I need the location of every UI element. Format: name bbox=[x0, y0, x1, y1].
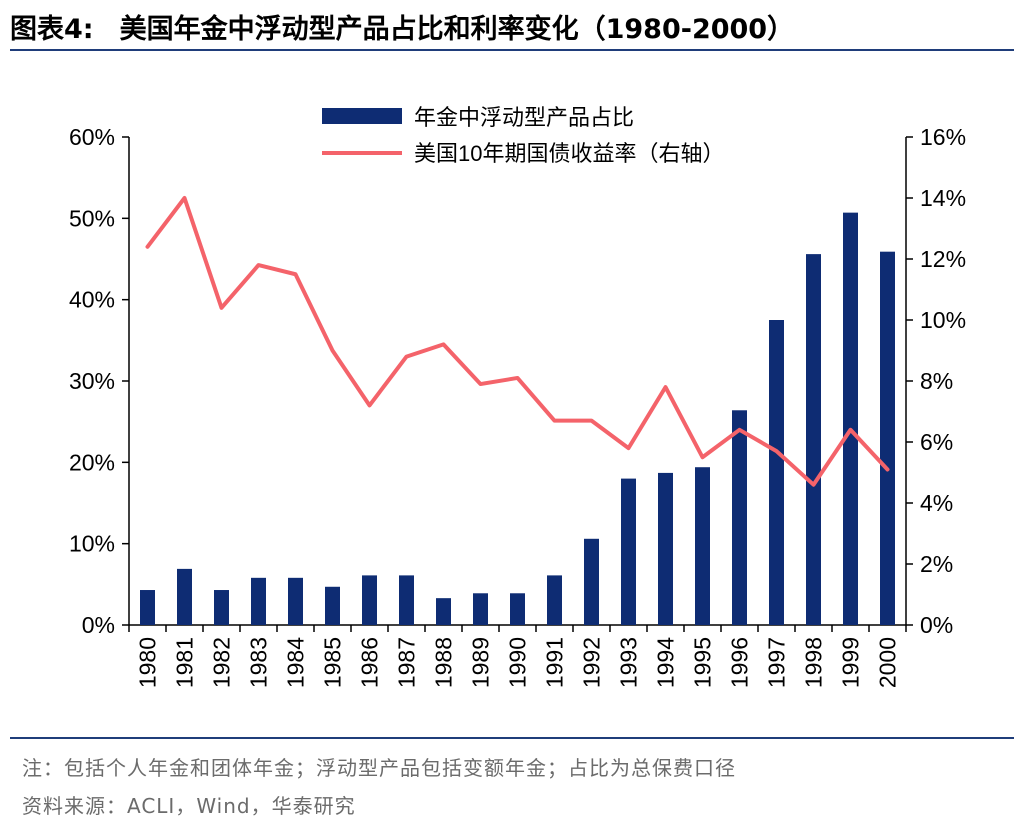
bar bbox=[732, 410, 747, 625]
bar bbox=[177, 568, 192, 625]
combo-chart: 0% 10% 20% 30% 40% 50% 60% 0% 2% 4% 6% 8% 10% 12% 14% 1… bbox=[69, 105, 966, 688]
yield-line bbox=[145, 196, 890, 487]
bar bbox=[362, 575, 377, 625]
x-tick-label: 1998 bbox=[801, 637, 827, 688]
left-tick-label: 30% bbox=[69, 368, 115, 394]
right-tick-label: 8% bbox=[920, 368, 953, 394]
x-tick-label: 1996 bbox=[727, 637, 753, 688]
x-tick-label: 1987 bbox=[394, 637, 420, 688]
x-tick-label: 1980 bbox=[135, 637, 161, 688]
right-tick-label: 10% bbox=[920, 307, 966, 333]
x-tick-label: 2000 bbox=[875, 637, 901, 688]
bar bbox=[584, 538, 599, 625]
footnote: 注：包括个人年金和团体年金；浮动型产品包括变额年金；占比为总保费口径 bbox=[22, 756, 736, 780]
right-tick-label: 0% bbox=[920, 612, 953, 638]
footer-divider bbox=[10, 737, 1014, 739]
left-tick-label: 50% bbox=[69, 205, 115, 231]
legend-bar-label: 年金中浮动型产品占比 bbox=[414, 105, 634, 130]
left-tick-label: 60% bbox=[69, 124, 115, 150]
x-tick-label: 1985 bbox=[320, 637, 346, 688]
bar bbox=[436, 598, 451, 625]
bar bbox=[658, 472, 673, 625]
bar bbox=[695, 467, 710, 625]
bar bbox=[769, 320, 784, 625]
x-tick-label: 1989 bbox=[468, 637, 494, 688]
legend-line-label: 美国10年期国债收益率（右轴） bbox=[414, 141, 724, 166]
x-tick-label: 1991 bbox=[542, 637, 568, 688]
legend-bar-swatch bbox=[322, 108, 402, 124]
figure-title: 图表4: 美国年金中浮动型产品占比和利率变化（1980-2000） bbox=[10, 10, 794, 50]
right-tick-label: 4% bbox=[920, 490, 953, 516]
x-tick-label: 1982 bbox=[209, 637, 235, 688]
bar bbox=[547, 575, 562, 625]
right-tick-label: 12% bbox=[920, 246, 966, 272]
bar bbox=[251, 577, 266, 625]
x-tick-label: 1988 bbox=[431, 637, 457, 688]
bar bbox=[806, 254, 821, 625]
x-tick-label: 1990 bbox=[505, 637, 531, 688]
right-tick-label: 16% bbox=[920, 124, 966, 150]
x-tick-label: 1984 bbox=[283, 637, 309, 688]
x-tick-label: 1983 bbox=[246, 637, 272, 688]
right-tick-label: 2% bbox=[920, 551, 953, 577]
bar bbox=[399, 575, 414, 625]
bar bbox=[880, 251, 895, 625]
right-tick-label: 6% bbox=[920, 429, 953, 455]
left-tick-label: 0% bbox=[82, 612, 115, 638]
bar bbox=[473, 593, 488, 625]
x-tick-label: 1981 bbox=[172, 637, 198, 688]
bar bbox=[843, 212, 858, 625]
bar bbox=[288, 577, 303, 625]
source-note: 资料来源：ACLI，Wind，华泰研究 bbox=[22, 794, 356, 818]
x-tick-label: 1994 bbox=[653, 637, 679, 688]
left-tick-label: 40% bbox=[69, 287, 115, 313]
bar bbox=[214, 590, 229, 625]
title-divider bbox=[10, 49, 1014, 51]
figure-title-text: 美国年金中浮动型产品占比和利率变化（1980-2000） bbox=[119, 14, 795, 45]
bar bbox=[140, 590, 155, 625]
x-tick-label: 1995 bbox=[690, 637, 716, 688]
bar bbox=[325, 586, 340, 625]
x-tick-label: 1986 bbox=[357, 637, 383, 688]
x-tick-label: 1997 bbox=[764, 637, 790, 688]
x-tick-label: 1999 bbox=[838, 637, 864, 688]
bar bbox=[621, 478, 636, 625]
right-tick-label: 14% bbox=[920, 185, 966, 211]
x-tick-label: 1992 bbox=[579, 637, 605, 688]
bar bbox=[510, 593, 525, 625]
left-tick-label: 10% bbox=[69, 531, 115, 557]
x-tick-label: 1993 bbox=[616, 637, 642, 688]
figure-label: 图表4: bbox=[10, 14, 94, 45]
left-tick-label: 20% bbox=[69, 449, 115, 475]
